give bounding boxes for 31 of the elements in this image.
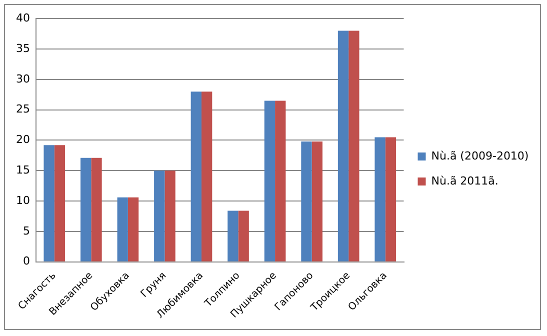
bar [91, 158, 102, 262]
bar [275, 100, 286, 262]
y-tick-label: 5 [22, 224, 30, 238]
bar [128, 197, 139, 262]
bar [312, 141, 322, 262]
bar [190, 92, 202, 262]
bar [54, 145, 66, 262]
y-tick-label: 15 [16, 163, 30, 176]
bar [301, 141, 312, 262]
legend-label: Nù.ã (2009-2010) [431, 149, 529, 162]
legend-label: Nù.ã 2011ã. [431, 174, 498, 188]
bar [348, 30, 360, 262]
bar [238, 210, 249, 262]
bar [164, 170, 176, 262]
y-tick-label: 25 [16, 102, 30, 116]
bar [228, 210, 238, 262]
y-tick-label: 35 [16, 42, 30, 55]
y-tick-label: 40 [16, 11, 30, 24]
bar [374, 137, 386, 262]
bar [264, 100, 276, 262]
bar [80, 158, 92, 262]
bar [201, 92, 212, 262]
y-tick-label: 30 [16, 72, 30, 86]
bar [117, 197, 128, 262]
bar [44, 145, 54, 262]
bar [338, 30, 349, 262]
y-tick-label: 10 [16, 194, 30, 207]
bar [385, 137, 396, 262]
bar [154, 170, 165, 262]
y-tick-label: 0 [22, 254, 30, 268]
y-tick-label: 20 [16, 133, 30, 146]
